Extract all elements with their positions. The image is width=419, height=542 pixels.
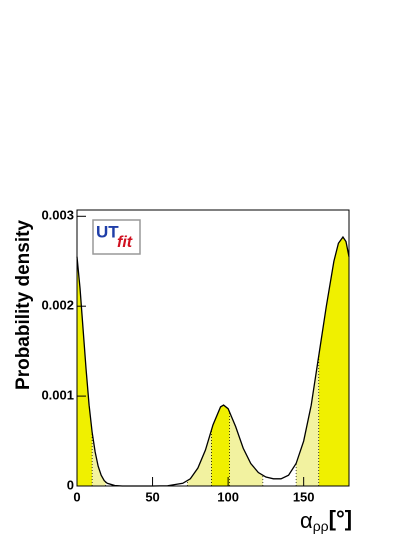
x-label-sub: ρρ [313,518,329,534]
y-tick-label: 0 [67,477,74,492]
density-line [76,235,350,487]
band [92,432,106,486]
x-tick-label: 150 [293,489,315,504]
x-tick-label: 0 [73,489,80,504]
logo-fit: fit [117,234,133,251]
x-tick-label: 100 [217,489,239,504]
logo-ut: UT [96,222,119,241]
plot-area: 0 0.001 0.002 0.003 0 50 100 150 [41,208,350,504]
band [211,405,230,486]
band [187,429,212,486]
y-tick-label: 0.002 [41,298,74,313]
band [296,355,319,486]
band [229,412,263,486]
band [77,256,93,486]
logo-box [92,219,141,255]
x-tick-label: 50 [145,489,159,504]
frame [76,209,350,487]
x-axis-label: αρρ[°] [300,506,352,534]
y-tick-label: 0.001 [41,388,74,403]
y-tick-label: 0.003 [41,208,74,223]
x-label-symbol: α [300,508,313,533]
x-label-unit: [°] [329,506,352,531]
y-axis-label: Probability density [13,220,34,390]
band [318,236,349,486]
logo: UT fit [92,219,141,255]
